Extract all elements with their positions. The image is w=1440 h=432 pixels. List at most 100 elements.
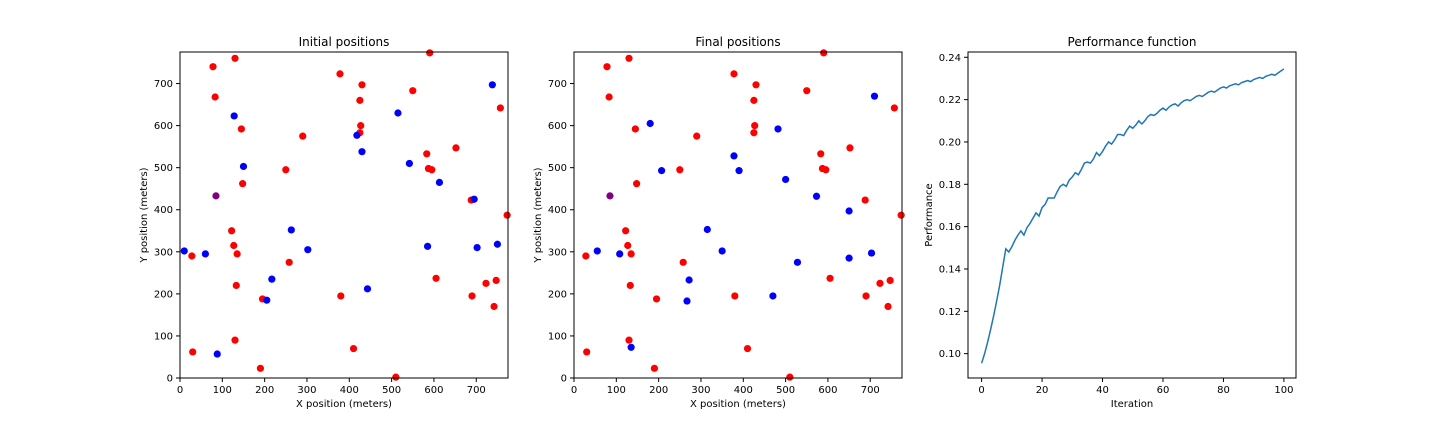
red-point (622, 227, 630, 235)
red-point (496, 104, 504, 112)
blue-point (683, 297, 691, 305)
red-point (751, 122, 759, 130)
y-tick-label: 700 (154, 79, 173, 90)
blue-point (769, 292, 777, 300)
red-point (231, 54, 239, 62)
red-point (822, 166, 830, 174)
red-point (786, 373, 794, 381)
blue-point (646, 119, 654, 128)
red-point (232, 281, 240, 290)
red-point (188, 252, 196, 260)
blue-point (263, 296, 271, 304)
red-point (358, 81, 366, 89)
x-tick-label: 200 (255, 385, 274, 396)
red-point (230, 241, 238, 250)
red-point (583, 348, 591, 356)
red-point (861, 196, 869, 204)
y-tick-label: 300 (548, 247, 567, 258)
blue-point (213, 350, 221, 358)
red-point (886, 276, 894, 285)
blue-point (488, 81, 496, 89)
red-point (652, 295, 661, 303)
blue-point (774, 125, 782, 133)
red-point (679, 258, 687, 266)
blue-point (405, 159, 413, 168)
y-tick-label: 0 (167, 374, 173, 385)
blue-point (304, 246, 312, 254)
blue-point (616, 250, 624, 258)
red-point (750, 129, 758, 137)
red-point (468, 292, 476, 300)
y-tick-label: 500 (548, 163, 567, 174)
x-tick-label: 300 (691, 385, 710, 396)
x-tick-label: 100 (607, 385, 626, 396)
chart-title: Performance function (1068, 35, 1197, 49)
red-point (826, 274, 834, 282)
red-point (503, 211, 511, 219)
blue-point (845, 254, 853, 262)
chart-title: Initial positions (299, 35, 390, 49)
blue-point (593, 247, 601, 255)
blue-point (627, 343, 635, 351)
red-point (625, 336, 633, 344)
purple-point (606, 192, 614, 200)
red-point (336, 70, 344, 78)
y-tick-label: 600 (154, 121, 173, 132)
red-point (482, 279, 490, 287)
y-tick-label: 700 (548, 79, 567, 90)
red-point (211, 93, 219, 101)
red-point (356, 96, 364, 104)
y-axis-label: Performance (924, 183, 935, 246)
blue-point (812, 192, 821, 200)
x-tick-label: 20 (1036, 385, 1049, 396)
x-tick-label: 60 (1157, 385, 1170, 396)
x-tick-label: 100 (213, 385, 232, 396)
blue-point (867, 249, 876, 257)
panel-3: Performance function 0 20 40 60 80 100 0.10 0.12… (924, 35, 1297, 410)
blue-point (363, 285, 372, 293)
blue-point (239, 162, 248, 171)
blue-point (493, 240, 502, 248)
red-point (676, 166, 684, 174)
blue-point (703, 225, 711, 234)
red-point (625, 54, 633, 62)
axes-frame (573, 51, 903, 379)
blue-point (793, 258, 802, 266)
red-point (256, 364, 265, 372)
blue-point (230, 112, 238, 120)
red-point (392, 373, 400, 381)
red-point (231, 336, 239, 344)
y-tick-label: 600 (548, 121, 567, 132)
x-tick-label: 600 (424, 385, 443, 396)
y-tick-label: 0 (561, 374, 567, 385)
x-tick-label: 500 (382, 385, 401, 396)
red-point (349, 344, 358, 353)
x-tick-label: 300 (297, 385, 316, 396)
x-axis-label: X position (meters) (690, 399, 786, 410)
x-tick-label: 700 (861, 385, 880, 396)
red-point (452, 144, 460, 152)
blue-point (268, 275, 276, 283)
blue-point (735, 167, 743, 175)
red-point (189, 348, 197, 356)
red-point (490, 302, 498, 311)
red-point (423, 150, 431, 158)
red-point (627, 250, 635, 258)
blue-point (658, 167, 666, 175)
y-tick-label: 500 (154, 163, 173, 174)
chart-title: Final positions (695, 35, 780, 49)
blue-point (435, 178, 444, 186)
axes-frame (179, 51, 509, 379)
red-point (426, 49, 434, 57)
y-tick-label: 0.20 (939, 137, 961, 148)
red-point (282, 166, 290, 174)
x-tick-label: 100 (1274, 385, 1293, 396)
blue-point (718, 247, 726, 255)
y-tick-label: 100 (548, 331, 567, 342)
red-point (228, 227, 236, 235)
red-point (337, 292, 345, 300)
y-tick-label: 0.16 (939, 222, 961, 233)
y-tick-label: 0.18 (939, 180, 961, 191)
red-point (492, 276, 500, 285)
